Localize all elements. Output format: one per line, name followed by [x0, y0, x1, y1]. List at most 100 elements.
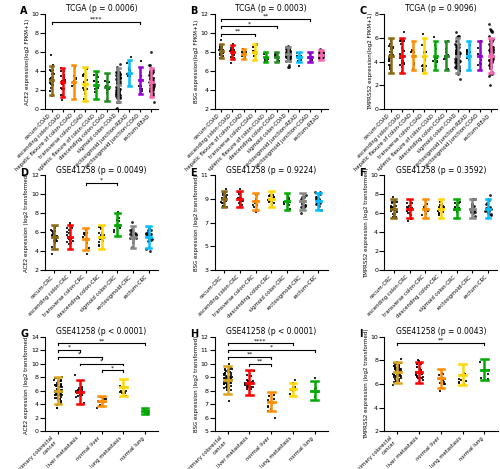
Point [452, 46, 460, 53]
Point [116, 74, 124, 81]
Point [48, 81, 56, 89]
Point [440, 371, 448, 378]
Point [466, 48, 474, 56]
Point [414, 356, 422, 363]
Point [238, 53, 246, 60]
Point [286, 54, 294, 62]
Point [318, 54, 326, 62]
Point [112, 68, 120, 76]
Point [398, 40, 406, 48]
Point [148, 85, 156, 92]
Text: D: D [20, 168, 28, 178]
Point [112, 90, 120, 98]
Point [455, 44, 463, 51]
Point [400, 47, 408, 55]
Point [147, 226, 155, 234]
Point [440, 209, 448, 216]
Point [293, 53, 301, 60]
Point [240, 53, 248, 61]
Point [76, 391, 84, 398]
Point [410, 61, 418, 69]
Point [222, 372, 230, 380]
Point [118, 387, 126, 394]
Point [113, 79, 121, 86]
Point [48, 64, 56, 71]
Point [318, 50, 326, 58]
Point [454, 46, 462, 54]
Point [416, 374, 424, 382]
Point [64, 231, 72, 238]
Point [419, 66, 427, 73]
Point [125, 70, 133, 77]
Point [453, 56, 461, 64]
Point [227, 46, 235, 54]
Point [50, 230, 58, 238]
Point [456, 76, 464, 83]
Point [302, 202, 310, 209]
Point [453, 51, 461, 59]
Point [144, 237, 152, 245]
Point [148, 69, 156, 77]
Point [48, 75, 56, 82]
Point [487, 26, 495, 34]
Point [144, 408, 152, 415]
Point [471, 212, 479, 219]
Point [283, 45, 291, 53]
Point [68, 225, 76, 232]
Point [284, 55, 292, 63]
Point [229, 46, 237, 53]
Point [114, 85, 122, 92]
Point [464, 46, 471, 53]
Point [96, 401, 104, 408]
Point [76, 386, 84, 393]
Point [316, 51, 324, 58]
Point [50, 237, 58, 245]
Point [290, 379, 298, 386]
Point [146, 68, 154, 76]
Point [488, 59, 496, 66]
Point [78, 386, 86, 393]
Point [52, 234, 60, 242]
Point [84, 240, 92, 247]
Point [488, 59, 496, 66]
Point [481, 207, 489, 214]
Point [116, 388, 124, 396]
Point [405, 203, 413, 210]
Point [316, 50, 324, 58]
Point [218, 194, 226, 202]
Point [416, 365, 424, 372]
Point [130, 235, 138, 243]
Point [115, 91, 123, 98]
Point [216, 46, 224, 54]
Text: B: B [190, 7, 197, 16]
Point [132, 229, 140, 237]
Point [286, 54, 294, 61]
Point [234, 188, 241, 196]
Title: GSE41258 (p = 0.0043): GSE41258 (p = 0.0043) [396, 327, 486, 336]
Point [486, 59, 494, 67]
Point [112, 84, 120, 91]
Text: *: * [68, 345, 70, 350]
Point [394, 372, 402, 379]
Point [138, 72, 145, 80]
Point [284, 50, 292, 58]
Point [390, 198, 398, 205]
Point [310, 385, 318, 393]
Point [465, 56, 473, 63]
Point [242, 383, 250, 391]
Point [53, 379, 61, 386]
Point [115, 68, 123, 76]
Point [406, 212, 414, 219]
Point [436, 379, 444, 386]
Point [242, 381, 250, 389]
Point [53, 381, 61, 388]
Point [316, 55, 324, 62]
Point [286, 49, 294, 56]
Point [454, 55, 462, 62]
Point [260, 55, 268, 62]
Point [460, 372, 468, 379]
Point [142, 229, 150, 237]
Point [288, 386, 296, 393]
Point [404, 217, 412, 224]
Point [286, 205, 294, 212]
